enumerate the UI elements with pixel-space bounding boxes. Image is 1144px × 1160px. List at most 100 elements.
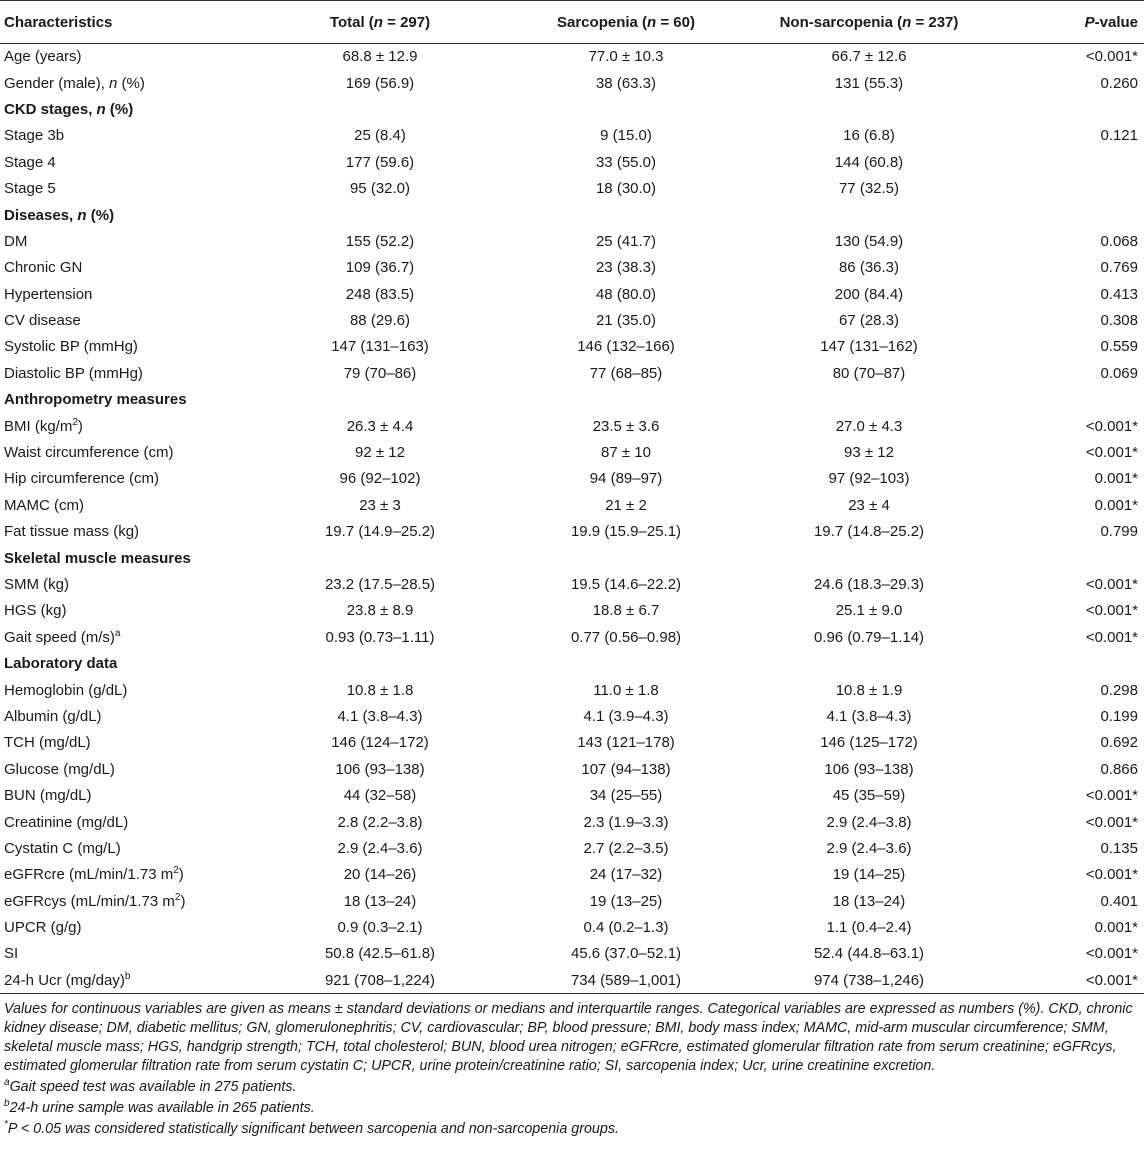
table-header-row: Characteristics Total (n = 297) Sarcopen… bbox=[0, 0, 1144, 44]
cell-sarcopenia: 9 (15.0) bbox=[600, 127, 652, 145]
cell-p-value: 0.260 bbox=[1100, 74, 1138, 92]
table-row: Creatinine (mg/dL) 2.8 (2.2–3.8) 2.3 (1.9–… bbox=[0, 809, 1144, 835]
row-label: Gender (male), n (%) bbox=[4, 74, 145, 92]
row-label: Stage 4 bbox=[4, 153, 56, 171]
table-footnotes: Values for continuous variables are give… bbox=[0, 994, 1144, 1139]
cell-total: 23 ± 3 bbox=[359, 496, 401, 514]
cell-non-sarcopenia: 97 (92–103) bbox=[828, 470, 910, 488]
cell-total: 146 (124–172) bbox=[331, 734, 429, 752]
table-row: CV disease 88 (29.6) 21 (35.0) 67 (28.3) 0.3… bbox=[0, 307, 1144, 333]
cell-p-value bbox=[1000, 175, 1144, 201]
cell-non-sarcopenia: 144 (60.8) bbox=[834, 153, 904, 171]
cell-sarcopenia: 48 (80.0) bbox=[595, 285, 657, 303]
row-label: BMI (kg/m2) bbox=[4, 416, 83, 435]
cell-sarcopenia: 19 (13–25) bbox=[589, 892, 663, 910]
section-header-row: Anthropometry measures bbox=[0, 387, 1144, 413]
cell-p-value: 0.769 bbox=[1100, 259, 1138, 277]
table-row: Stage 3b 25 (8.4) 9 (15.0) 16 (6.8) 0.121 bbox=[0, 123, 1144, 149]
cell-sarcopenia: 11.0 ± 1.8 bbox=[593, 681, 659, 699]
cell-non-sarcopenia: 200 (84.4) bbox=[834, 285, 904, 303]
cell-sarcopenia: 33 (55.0) bbox=[595, 153, 657, 171]
cell-total: 95 (32.0) bbox=[349, 180, 411, 198]
cell-total: 96 (92–102) bbox=[339, 470, 421, 488]
header-p-value: P-value bbox=[1000, 0, 1144, 44]
cell-sarcopenia: 21 (35.0) bbox=[595, 312, 657, 330]
cell-non-sarcopenia: 19 (14–25) bbox=[832, 866, 906, 884]
cell-non-sarcopenia: 974 (738–1,246) bbox=[813, 971, 925, 989]
cell-non-sarcopenia: 86 (36.3) bbox=[838, 259, 900, 277]
cell-p-value: <0.001* bbox=[1085, 576, 1138, 593]
cell-sarcopenia: 23.5 ± 3.6 bbox=[592, 417, 660, 435]
section-title: CKD stages, n (%) bbox=[4, 100, 134, 118]
cell-non-sarcopenia: 66.7 ± 12.6 bbox=[831, 48, 907, 66]
cell-sarcopenia: 0.77 (0.56–0.98) bbox=[570, 628, 682, 646]
table-row: Albumin (g/dL) 4.1 (3.8–4.3) 4.1 (3.9–4.3)… bbox=[0, 703, 1144, 729]
table-row: SMM (kg) 23.2 (17.5–28.5) 19.5 (14.6–22.2)… bbox=[0, 571, 1144, 597]
cell-total: 0.93 (0.73–1.11) bbox=[325, 628, 435, 646]
characteristics-table: Characteristics Total (n = 297) Sarcopen… bbox=[0, 0, 1144, 994]
cell-total: 23.8 ± 8.9 bbox=[346, 602, 414, 620]
cell-non-sarcopenia: 27.0 ± 4.3 bbox=[835, 417, 903, 435]
cell-non-sarcopenia: 77 (32.5) bbox=[838, 180, 900, 198]
row-label: SMM (kg) bbox=[4, 576, 69, 593]
cell-p-value: 0.068 bbox=[1100, 232, 1138, 250]
footnote-b: b24-h urine sample was available in 265 … bbox=[4, 1098, 315, 1117]
row-label: SI bbox=[4, 945, 19, 963]
table-row: MAMC (cm) 23 ± 3 21 ± 2 23 ± 4 0.001* bbox=[0, 492, 1144, 518]
cell-total: 109 (36.7) bbox=[345, 259, 415, 277]
cell-sarcopenia: 734 (589–1,001) bbox=[570, 971, 682, 989]
table-row: Hypertension 248 (83.5) 48 (80.0) 200 (84.4… bbox=[0, 281, 1144, 307]
row-label: Stage 3b bbox=[4, 127, 65, 145]
header-characteristics: Characteristics bbox=[0, 0, 246, 44]
row-label: Hemoglobin (g/dL) bbox=[4, 681, 128, 699]
cell-sarcopenia: 2.3 (1.9–3.3) bbox=[583, 813, 669, 831]
cell-total: 177 (59.6) bbox=[345, 153, 415, 171]
cell-total: 4.1 (3.8–4.3) bbox=[337, 707, 423, 725]
table-row: Waist circumference (cm) 92 ± 12 87 ± 10 93… bbox=[0, 439, 1144, 465]
cell-non-sarcopenia: 23 ± 4 bbox=[848, 496, 890, 514]
cell-sarcopenia: 77 (68–85) bbox=[589, 364, 663, 382]
section-title: Skeletal muscle measures bbox=[4, 549, 191, 567]
cell-p-value: 0.001* bbox=[1094, 496, 1138, 514]
cell-sarcopenia: 23 (38.3) bbox=[595, 259, 657, 277]
cell-non-sarcopenia: 19.7 (14.8–25.2) bbox=[813, 523, 925, 541]
cell-non-sarcopenia: 18 (13–24) bbox=[832, 892, 906, 910]
cell-total: 19.7 (14.9–25.2) bbox=[324, 523, 436, 541]
cell-p-value: 0.069 bbox=[1100, 364, 1138, 382]
cell-total: 20 (14–26) bbox=[343, 866, 417, 884]
cell-sarcopenia: 38 (63.3) bbox=[595, 74, 657, 92]
cell-p-value: 0.692 bbox=[1100, 734, 1138, 752]
cell-p-value: <0.001* bbox=[1085, 945, 1138, 963]
cell-non-sarcopenia: 2.9 (2.4–3.6) bbox=[826, 839, 912, 857]
cell-total: 0.9 (0.3–2.1) bbox=[337, 919, 423, 937]
section-header-row: Skeletal muscle measures bbox=[0, 545, 1144, 571]
cell-sarcopenia: 21 ± 2 bbox=[605, 496, 647, 514]
table-row: Diastolic BP (mmHg) 79 (70–86) 77 (68–85) 8… bbox=[0, 360, 1144, 386]
cell-total: 50.8 (42.5–61.8) bbox=[324, 945, 436, 963]
cell-non-sarcopenia: 45 (35–59) bbox=[832, 787, 906, 805]
cell-sarcopenia: 18.8 ± 6.7 bbox=[592, 602, 660, 620]
cell-total: 88 (29.6) bbox=[349, 312, 411, 330]
cell-total: 248 (83.5) bbox=[345, 285, 415, 303]
section-header-row: Diseases, n (%) bbox=[0, 202, 1144, 228]
cell-total: 44 (32–58) bbox=[343, 787, 417, 805]
table-row: BMI (kg/m2) 26.3 ± 4.4 23.5 ± 3.6 27.0 ± 4.… bbox=[0, 413, 1144, 439]
cell-total: 106 (93–138) bbox=[335, 760, 425, 778]
cell-sarcopenia: 87 ± 10 bbox=[601, 444, 651, 462]
cell-sarcopenia: 19.9 (15.9–25.1) bbox=[570, 523, 682, 541]
row-label: Hypertension bbox=[4, 285, 93, 303]
table-row: Chronic GN 109 (36.7) 23 (38.3) 86 (36.3) 0.… bbox=[0, 255, 1144, 281]
cell-sarcopenia: 77.0 ± 10.3 bbox=[588, 48, 664, 66]
cell-non-sarcopenia: 131 (55.3) bbox=[834, 74, 904, 92]
cell-non-sarcopenia: 52.4 (44.8–63.1) bbox=[813, 945, 925, 963]
row-label: TCH (mg/dL) bbox=[4, 734, 91, 752]
cell-total: 26.3 ± 4.4 bbox=[346, 417, 414, 435]
cell-p-value: 0.799 bbox=[1100, 523, 1138, 541]
table-row: Hip circumference (cm) 96 (92–102) 94 (89–… bbox=[0, 466, 1144, 492]
table-row: Stage 4 177 (59.6) 33 (55.0) 144 (60.8) bbox=[0, 149, 1144, 175]
table-row: BUN (mg/dL) 44 (32–58) 34 (25–55) 45 (35–59… bbox=[0, 782, 1144, 808]
cell-non-sarcopenia: 10.8 ± 1.9 bbox=[835, 681, 903, 699]
cell-non-sarcopenia: 146 (125–172) bbox=[820, 734, 918, 752]
cell-sarcopenia: 19.5 (14.6–22.2) bbox=[570, 576, 682, 593]
